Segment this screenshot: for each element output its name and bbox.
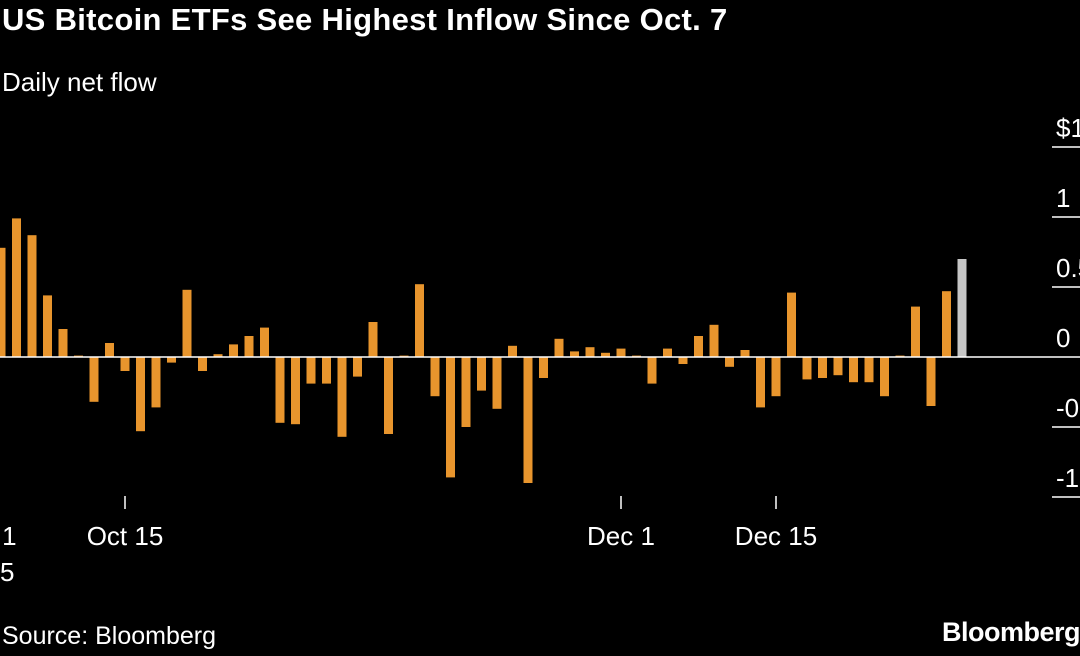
bar: [787, 292, 796, 357]
bar: [12, 218, 21, 357]
bar: [554, 338, 564, 357]
chart-title: US Bitcoin ETFs See Highest Inflow Since…: [2, 2, 728, 37]
y-tick-label: 0.5: [1056, 253, 1080, 283]
bar: [756, 357, 765, 408]
bar: [244, 336, 254, 357]
bar-chart: Oct 1 2025 Oct 15 Dec 1 Dec 15 $1.5B 1 0.5 0 -0.…: [0, 113, 1080, 587]
bar: [740, 350, 750, 357]
bar: [415, 284, 424, 357]
y-tick-label: $1.5B: [1056, 113, 1080, 143]
bar: [570, 351, 579, 357]
bar: [151, 357, 161, 408]
bar: [105, 343, 114, 357]
bar: [833, 357, 843, 376]
y-tick-label: 1: [1056, 183, 1070, 213]
bloomberg-logo: Bloomberg: [941, 617, 1080, 647]
bar: [275, 357, 285, 423]
bar: [926, 357, 936, 406]
bar: [291, 357, 300, 425]
source-note: Source: Bloomberg: [2, 622, 217, 650]
bar: [616, 348, 626, 357]
bar: [43, 295, 52, 357]
bar: [585, 347, 595, 357]
bar: [647, 357, 657, 384]
bar: [167, 357, 176, 363]
bar: [384, 357, 393, 434]
bar: [368, 322, 378, 357]
bar-latest: [957, 259, 967, 357]
x-tick-label: Dec 15: [735, 521, 817, 551]
bar: [771, 357, 781, 397]
bar: [709, 324, 719, 357]
bar: [0, 247, 6, 357]
bar: [430, 357, 440, 397]
bar: [942, 291, 951, 357]
x-tick-label: Oct 15: [87, 521, 164, 551]
bar: [725, 357, 734, 367]
y-tick-label: 0: [1056, 323, 1070, 353]
bar: [694, 336, 703, 357]
bar: [849, 357, 858, 383]
x-tick-sublabel: 2025: [0, 557, 14, 587]
bar: [213, 354, 223, 357]
bar: [27, 235, 37, 357]
x-axis-ticks: Oct 1 2025 Oct 15 Dec 1 Dec 15: [0, 496, 817, 587]
bar: [322, 357, 331, 384]
bar: [89, 357, 99, 402]
bar: [136, 357, 145, 432]
bar: [818, 357, 827, 378]
bar: [260, 327, 269, 357]
bar: [523, 357, 533, 483]
bar: [306, 357, 316, 384]
y-axis-tick-labels: $1.5B 1 0.5 0 -0.5 -1: [1056, 113, 1080, 493]
bar: [58, 329, 68, 357]
bar: [353, 357, 362, 377]
bar: [198, 357, 207, 371]
bar-series: [0, 218, 967, 483]
bar: [911, 306, 920, 357]
y-axis-ticks: [1052, 146, 1080, 498]
bar: [678, 357, 688, 364]
bar: [663, 348, 672, 357]
bar: [864, 357, 874, 383]
bar: [461, 357, 471, 427]
x-tick-label: Dec 1: [587, 521, 655, 551]
bar: [880, 357, 889, 397]
bar: [229, 344, 238, 357]
bar: [477, 357, 486, 391]
bar: [446, 357, 455, 478]
bar: [508, 345, 517, 357]
bar: [337, 357, 347, 437]
bar: [182, 289, 192, 357]
bar: [601, 352, 610, 357]
x-tick-label: Oct 1: [0, 521, 17, 551]
chart-subtitle: Daily net flow: [2, 67, 157, 97]
bar: [492, 357, 502, 409]
y-tick-label: -1: [1056, 463, 1079, 493]
bar: [802, 357, 812, 380]
bar: [120, 357, 130, 371]
bar: [539, 357, 548, 378]
y-tick-label: -0.5: [1056, 393, 1080, 423]
